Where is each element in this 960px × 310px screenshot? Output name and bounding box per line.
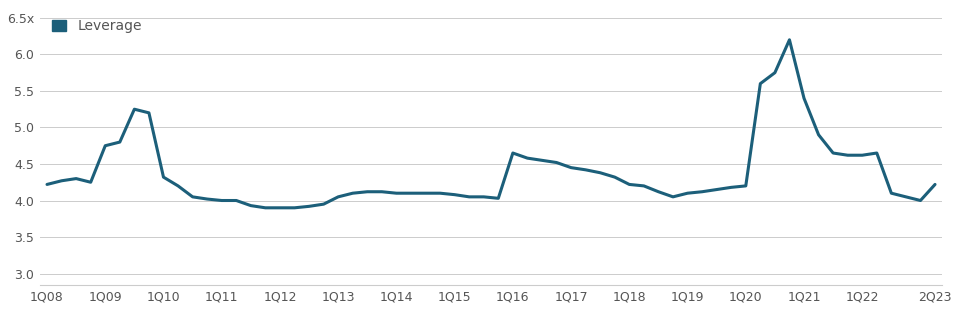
Legend: Leverage: Leverage <box>47 14 147 39</box>
